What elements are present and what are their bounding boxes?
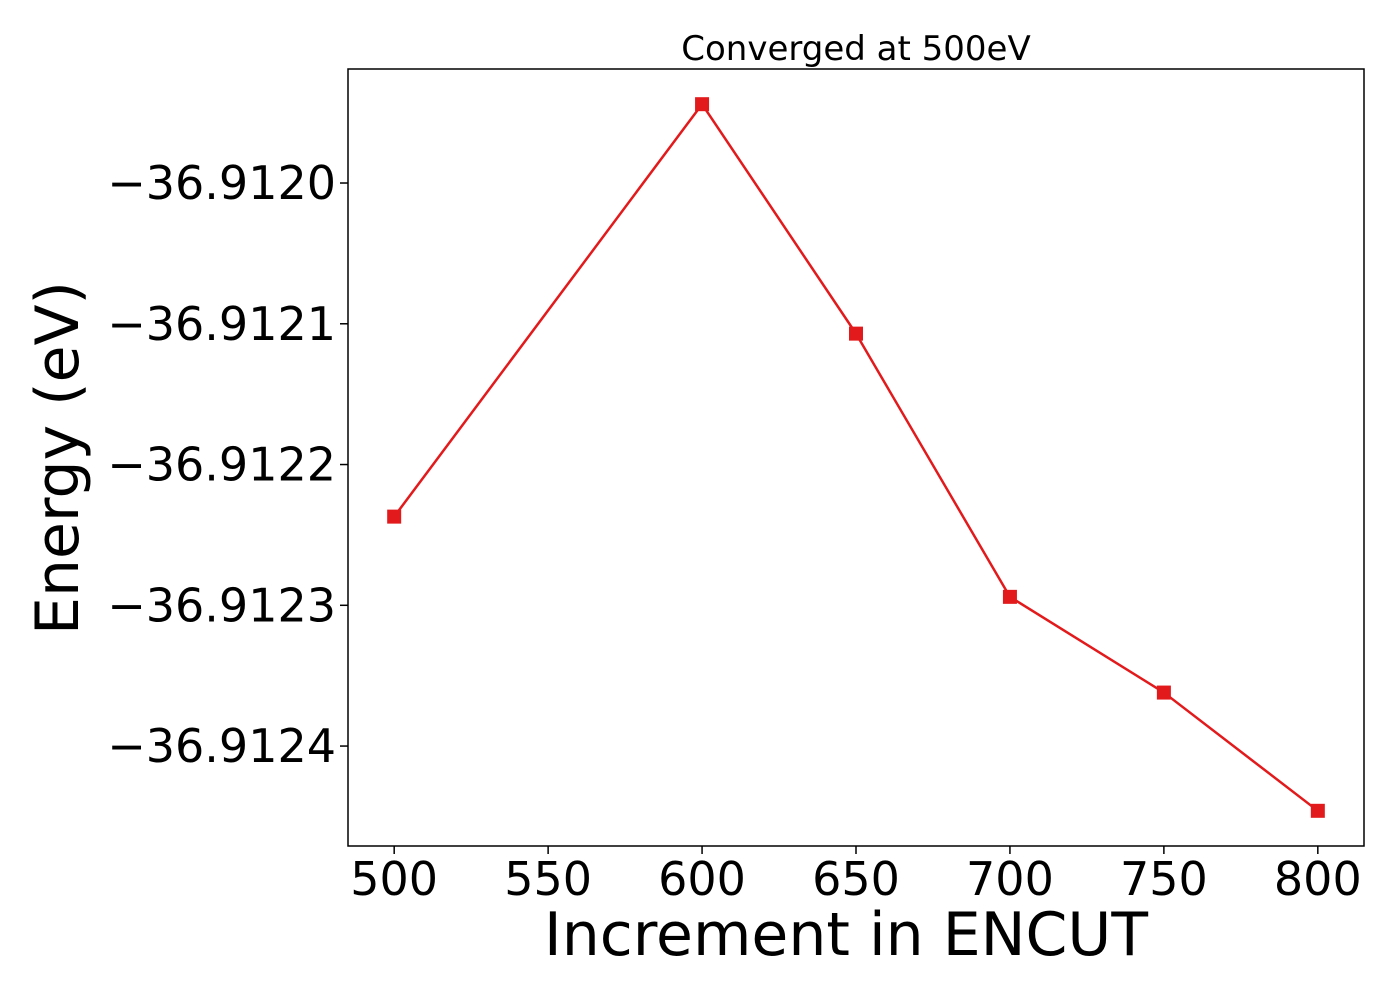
x-tick-label-600: 600 (658, 852, 746, 906)
x-tick-label-800: 800 (1274, 852, 1362, 906)
x-tick-label-650: 650 (812, 852, 900, 906)
y-tick-label-4: −36.9124 (107, 719, 336, 773)
x-tick-label-550: 550 (504, 852, 592, 906)
data-point-600 (695, 97, 710, 112)
x-axis-label: Increment in ENCUT (544, 900, 1148, 970)
y-axis-label: Energy (eV) (23, 281, 93, 635)
x-axis-ticks: 500 550 600 650 700 750 800 (350, 846, 1362, 906)
data-point-700 (1002, 589, 1017, 604)
data-point-750 (1156, 685, 1171, 700)
x-tick-label-750: 750 (1120, 852, 1208, 906)
chart-title: Converged at 500eV (681, 29, 1030, 69)
y-tick-label-1: −36.9121 (107, 297, 336, 351)
y-tick-label-3: −36.9123 (107, 578, 336, 632)
data-point-500 (387, 509, 402, 524)
y-tick-label-0: −36.9120 (107, 156, 336, 210)
y-axis-ticks: −36.9120 −36.9121 −36.9122 −36.9123 −36.9124 (107, 156, 348, 773)
plot-area (387, 97, 1325, 818)
x-tick-label-500: 500 (350, 852, 438, 906)
x-tick-label-700: 700 (966, 852, 1054, 906)
data-point-650 (849, 326, 863, 341)
data-point-800 (1310, 803, 1325, 818)
series-line-0 (393, 102, 1319, 812)
y-tick-label-2: −36.9122 (107, 438, 336, 492)
